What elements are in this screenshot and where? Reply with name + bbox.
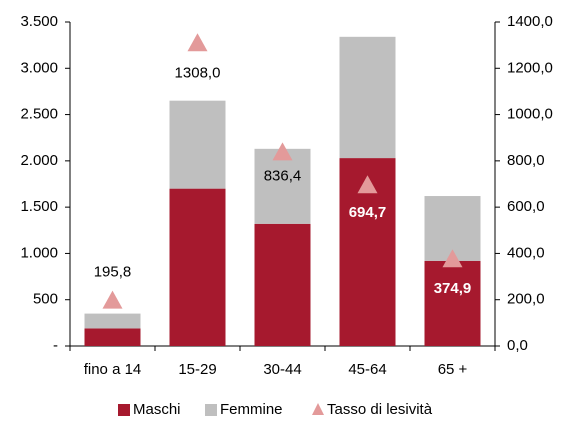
y-tick-label: 2.500 [20, 106, 58, 123]
y2-tick-label: 600,0 [507, 198, 545, 215]
y-tick-label: 500 [33, 291, 58, 308]
y-tick-label: - [53, 337, 58, 354]
y-tick-label: 1.500 [20, 198, 58, 215]
bar-segment [254, 223, 311, 346]
y2-tick-label: 1400,0 [507, 13, 553, 30]
y-tick-label: 1.000 [20, 244, 58, 261]
value-label: 694,7 [349, 204, 387, 221]
marker [102, 290, 123, 309]
bar-segment [84, 313, 141, 329]
value-label: 195,8 [94, 264, 132, 281]
y2-tick-label: 1200,0 [507, 59, 553, 76]
y2-tick-label: 800,0 [507, 152, 545, 169]
x-tick-label: 15-29 [178, 361, 216, 378]
x-tick-label: fino a 14 [84, 361, 142, 378]
x-tick-label: 30-44 [263, 361, 301, 378]
value-label: 836,4 [264, 167, 302, 184]
value-label: 374,9 [434, 280, 472, 297]
y-tick-label: 3.500 [20, 13, 58, 30]
bar-segment [84, 328, 141, 346]
value-label: 1308,0 [175, 64, 221, 81]
legend-swatch [312, 403, 324, 415]
legend-label: Femmine [220, 401, 283, 418]
legend-label: Tasso di lesività [327, 401, 433, 418]
y-tick-label: 2.000 [20, 152, 58, 169]
bar-segment [169, 188, 226, 346]
bar-segment [169, 100, 226, 189]
marker [272, 142, 293, 161]
marker [187, 33, 208, 52]
legend-label: Maschi [133, 401, 181, 418]
y2-tick-label: 200,0 [507, 291, 545, 308]
y2-tick-label: 0,0 [507, 337, 528, 354]
bar-segment [339, 36, 396, 159]
legend-swatch [205, 404, 217, 416]
marker [357, 175, 378, 194]
y2-tick-label: 400,0 [507, 244, 545, 261]
legend-swatch [118, 404, 130, 416]
x-tick-label: 65 + [438, 361, 468, 378]
x-tick-label: 45-64 [348, 361, 386, 378]
marker [442, 249, 463, 268]
bar-segment [424, 260, 481, 346]
bar-segment [254, 148, 311, 224]
y-tick-label: 3.000 [20, 59, 58, 76]
y2-tick-label: 1000,0 [507, 106, 553, 123]
